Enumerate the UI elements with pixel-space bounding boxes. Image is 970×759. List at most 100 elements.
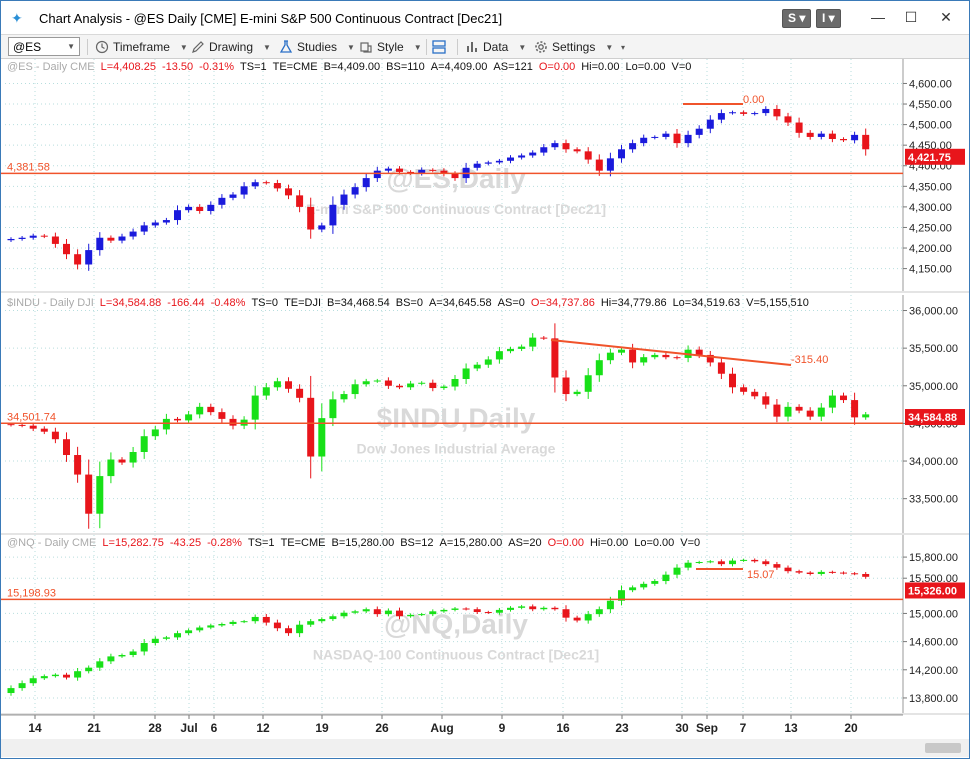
candle-body — [740, 559, 748, 561]
candle-body — [351, 611, 359, 613]
candle-body — [529, 337, 537, 347]
candle-body — [40, 235, 48, 237]
close-icon[interactable]: ✕ — [940, 9, 952, 25]
candle-body — [784, 567, 792, 572]
candle-body — [828, 133, 836, 139]
flask-icon — [279, 40, 293, 53]
candle-body — [529, 606, 537, 610]
candle-body — [717, 561, 725, 565]
candle-body — [795, 406, 803, 411]
candle-body — [362, 609, 370, 612]
s-menu-button[interactable]: S ▾ — [782, 9, 812, 28]
settings-button[interactable]: Settings ▼ — [534, 38, 613, 56]
candle-body — [429, 169, 437, 171]
candle-body — [340, 194, 348, 205]
candle-body — [662, 354, 670, 358]
candle-body — [29, 425, 37, 429]
candle-body — [695, 128, 703, 135]
toolbar-overflow[interactable]: ▾ — [621, 42, 626, 52]
candle-body — [462, 368, 470, 380]
candle-body — [606, 158, 614, 171]
candle-body — [706, 561, 714, 563]
gear-icon — [535, 41, 547, 53]
candle-body — [107, 656, 115, 662]
drawing-button[interactable]: Drawing ▼ — [191, 38, 271, 56]
i-menu-button[interactable]: I ▾ — [816, 9, 841, 28]
x-tick-label: 20 — [844, 721, 858, 735]
candle-body — [362, 178, 370, 188]
last-price-tag — [905, 582, 965, 599]
timeframe-button[interactable]: Timeframe ▼ — [95, 38, 188, 56]
candle-body — [840, 572, 847, 574]
candle-body — [651, 354, 659, 358]
symbol-input[interactable]: @ES ▼ — [8, 37, 80, 56]
candle-body — [695, 562, 703, 564]
candle-body — [540, 337, 548, 339]
candle-body — [29, 235, 37, 238]
scrollbar-thumb — [925, 743, 961, 753]
candle-body — [407, 614, 415, 617]
candle-body — [651, 136, 659, 138]
trendline — [550, 339, 792, 366]
candle-body — [817, 571, 825, 574]
candle-body — [307, 397, 315, 457]
candle-body — [207, 204, 215, 211]
data-button[interactable]: Data ▼ — [465, 38, 526, 56]
candle-body — [773, 404, 781, 417]
candle-body — [240, 621, 248, 623]
support-line-label: 34,501.74 — [7, 411, 56, 423]
candle-body — [229, 418, 237, 426]
candle-body — [185, 414, 193, 421]
candle-body — [251, 182, 259, 187]
candle-body — [285, 188, 292, 196]
layout-button[interactable] — [432, 38, 446, 56]
style-button[interactable]: Style ▼ — [359, 38, 422, 56]
chart-area[interactable]: 4,600.004,550.004,500.004,450.004,400.00… — [1, 59, 969, 759]
candle-body — [40, 428, 48, 432]
candle-body — [640, 357, 648, 363]
pane-3-background — [1, 535, 969, 713]
candle-body — [85, 474, 93, 514]
candle-body — [262, 387, 270, 396]
candle-body — [285, 628, 292, 634]
support-line-label: 4,381.58 — [7, 161, 50, 173]
candle-body — [806, 132, 814, 137]
candle-body — [729, 560, 736, 565]
candle-body — [828, 395, 836, 408]
candle-body — [373, 170, 381, 179]
candle-body — [384, 168, 392, 171]
y-tick-label: 13,800.00 — [909, 693, 958, 705]
candle-body — [18, 683, 26, 689]
candle-body — [762, 396, 770, 405]
trendline-label: -315.40 — [791, 354, 828, 366]
candle-body — [51, 431, 59, 440]
candle-body — [18, 237, 26, 239]
minimize-icon[interactable]: — — [871, 9, 885, 25]
candle-body — [795, 122, 803, 133]
candle-body — [629, 143, 637, 150]
y-tick-label: 14,600.00 — [909, 637, 958, 649]
candle-body — [473, 163, 481, 168]
candle-body — [629, 587, 637, 591]
candle-body — [673, 567, 681, 575]
studies-button[interactable]: Studies ▼ — [279, 38, 355, 56]
x-tick-label: Aug — [430, 721, 453, 735]
candle-body — [551, 338, 559, 378]
candle-body — [229, 194, 237, 198]
candle-body — [806, 572, 814, 574]
candle-body — [851, 134, 859, 141]
candle-body — [251, 395, 259, 420]
y-tick-label: 4,600.00 — [909, 78, 952, 90]
x-tick-label: 6 — [211, 721, 218, 735]
candle-body — [695, 349, 703, 355]
candle-body — [85, 667, 93, 672]
watermark-description: Dow Jones Industrial Average — [357, 440, 556, 456]
trendline-label: 15.07 — [747, 569, 775, 581]
y-tick-label: 4,250.00 — [909, 222, 952, 234]
maximize-icon[interactable]: ☐ — [904, 9, 918, 25]
candle-body — [29, 678, 37, 684]
candle-body — [251, 616, 259, 622]
candle-body — [640, 583, 648, 588]
candle-body — [595, 609, 603, 615]
